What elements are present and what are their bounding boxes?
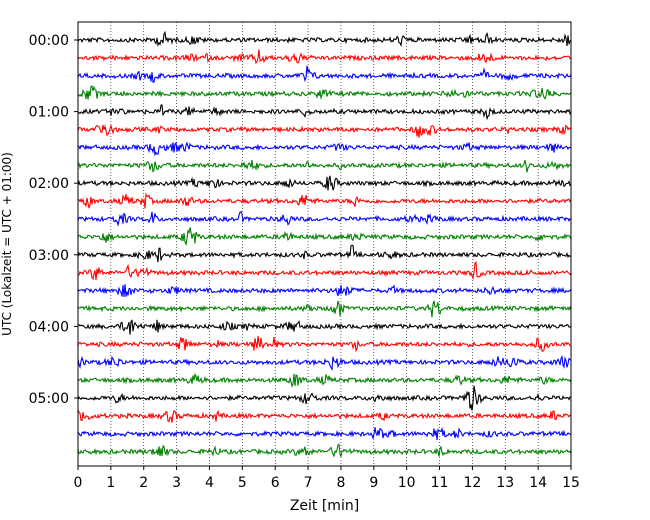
- x-tick-label-13: 13: [496, 475, 514, 491]
- trace-0145: [77, 159, 572, 173]
- trace-0015: [77, 49, 572, 65]
- y-tick-label-0400: 04:00: [29, 319, 69, 335]
- trace-0415: [77, 335, 572, 353]
- trace-0100: [77, 104, 572, 120]
- trace-0545: [77, 443, 572, 459]
- x-tick-label-14: 14: [529, 475, 547, 491]
- x-tick-label-15: 15: [562, 475, 580, 491]
- x-tick-label-9: 9: [369, 475, 378, 491]
- x-tick-label-0: 0: [74, 475, 83, 491]
- trace-0330: [77, 284, 572, 297]
- y-tick-label-0500: 05:00: [29, 391, 69, 407]
- x-tick-label-1: 1: [106, 475, 115, 491]
- trace-0215: [77, 192, 572, 209]
- x-tick-label-11: 11: [431, 475, 449, 491]
- trace-0315: [78, 261, 572, 281]
- x-axis-label: Zeit [min]: [290, 498, 359, 514]
- trace-0530: [77, 426, 572, 441]
- trace-0045: [77, 85, 572, 100]
- trace-0115: [77, 123, 572, 138]
- x-tick-label-4: 4: [205, 475, 214, 491]
- trace-0500: [77, 385, 571, 411]
- x-tick-label-8: 8: [336, 475, 345, 491]
- trace-0515: [77, 409, 572, 423]
- x-tick-label-6: 6: [271, 475, 280, 491]
- x-tick-label-12: 12: [463, 475, 481, 491]
- trace-0030: [77, 65, 572, 83]
- trace-0400: [77, 319, 572, 335]
- trace-0245: [77, 227, 572, 246]
- trace-group: [77, 30, 572, 459]
- trace-0445: [77, 372, 572, 388]
- trace-0345: [77, 300, 572, 318]
- y-axis-label: UTC (Lokalzeit = UTC + 01:00): [0, 152, 14, 336]
- x-tick-label-3: 3: [172, 475, 181, 491]
- trace-0230: [77, 210, 572, 227]
- trace-0000: [77, 30, 572, 48]
- trace-0300: [77, 244, 572, 263]
- trace-0130: [77, 141, 572, 157]
- x-axis-ticks: 0 1 2 3 4 5 6 7 8 9 10 11 12 13 14 15: [74, 466, 580, 491]
- plot-frame: [77, 21, 572, 467]
- y-axis-ticks: 00:00 01:00 02:00 03:00 04:00 05:00: [29, 33, 78, 407]
- y-tick-label-0100: 01:00: [29, 105, 69, 121]
- y-tick-label-0300: 03:00: [29, 248, 69, 264]
- x-tick-label-5: 5: [238, 475, 247, 491]
- x-tick-label-7: 7: [304, 475, 313, 491]
- trace-0200: [77, 175, 572, 191]
- y-tick-label-0200: 02:00: [29, 176, 69, 192]
- trace-0430: [77, 355, 572, 371]
- x-tick-label-10: 10: [398, 475, 416, 491]
- vertical-gridlines: [110, 22, 539, 466]
- y-tick-label-0000: 00:00: [29, 33, 69, 49]
- x-tick-label-2: 2: [139, 475, 148, 491]
